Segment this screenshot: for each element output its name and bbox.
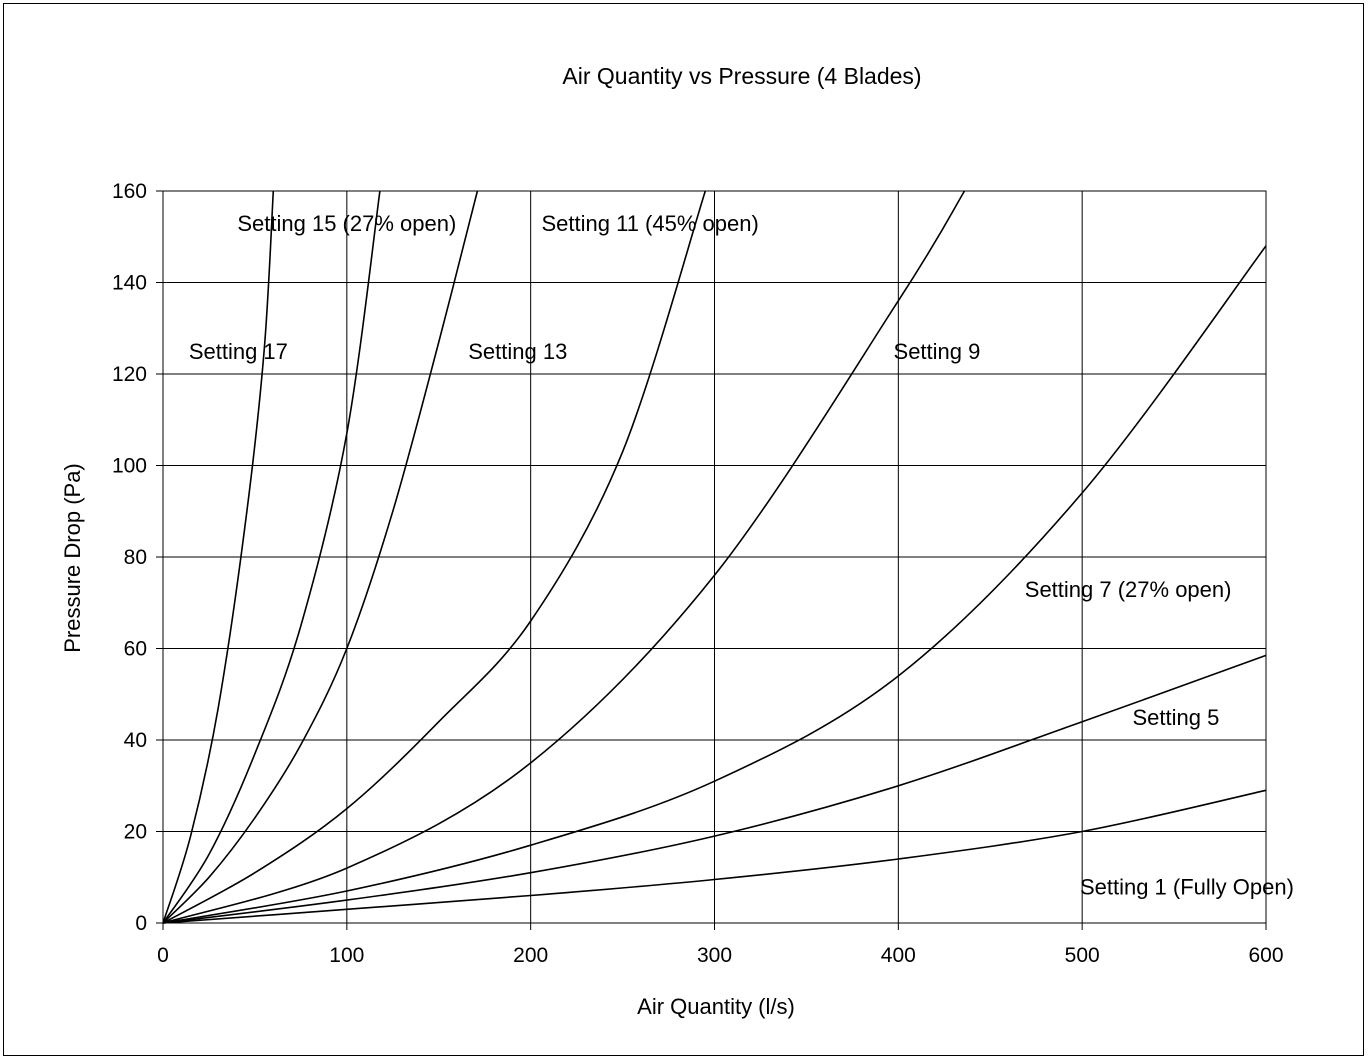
x-tick-label: 0: [157, 944, 169, 967]
series-label: Setting 1 (Fully Open): [1080, 874, 1294, 899]
y-tick-label: 160: [112, 180, 147, 203]
series-line-7: [162, 190, 381, 924]
series-line-8: [162, 190, 275, 924]
series-label: Setting 17: [189, 339, 288, 364]
x-tick-label: 200: [513, 944, 548, 967]
y-tick-label: 100: [112, 455, 147, 478]
y-tick-label: 80: [124, 546, 147, 569]
y-tick-label: 120: [112, 363, 147, 386]
y-tick-label: 60: [124, 638, 147, 661]
x-tick-label: 100: [329, 944, 364, 967]
y-tick-label: 20: [124, 821, 147, 844]
y-axis-label: Pressure Drop (Pa): [60, 463, 85, 653]
y-tick-label: 140: [112, 272, 147, 295]
series-line-6: [162, 190, 479, 924]
series-line-2: [162, 654, 1267, 924]
y-tick-label: 0: [135, 912, 147, 935]
grid: [162, 190, 1267, 924]
series-label: Setting 13: [468, 339, 567, 364]
chart-title: Air Quantity vs Pressure (4 Blades): [562, 63, 921, 89]
x-tick-label: 400: [881, 944, 916, 967]
y-axis-ticks: 0 20 40 60 80 100 120 140 160: [112, 180, 163, 935]
x-tick-label: 500: [1065, 944, 1100, 967]
series-label: Setting 9: [894, 339, 981, 364]
series-line-3: [162, 245, 1267, 924]
chart-frame: [3, 3, 1364, 1056]
series-line-5: [162, 190, 707, 924]
series-label: Setting 7 (27% open): [1025, 577, 1232, 602]
x-axis-label: Air Quantity (l/s): [637, 994, 795, 1019]
series-labels: Setting 1 (Fully Open) Setting 5 Setting 7…: [189, 211, 1294, 899]
series-line-4: [162, 190, 966, 924]
series-line-1: [162, 789, 1267, 924]
y-tick-label: 40: [124, 729, 147, 752]
series-label: Setting 5: [1132, 705, 1219, 730]
series-lines: [162, 190, 1267, 924]
x-tick-label: 600: [1248, 944, 1283, 967]
x-axis-ticks: 0 100 200 300 400 500 600: [157, 923, 1284, 967]
series-label: Setting 15 (27% open): [237, 211, 456, 236]
series-label: Setting 11 (45% open): [542, 211, 759, 236]
x-tick-label: 300: [697, 944, 732, 967]
